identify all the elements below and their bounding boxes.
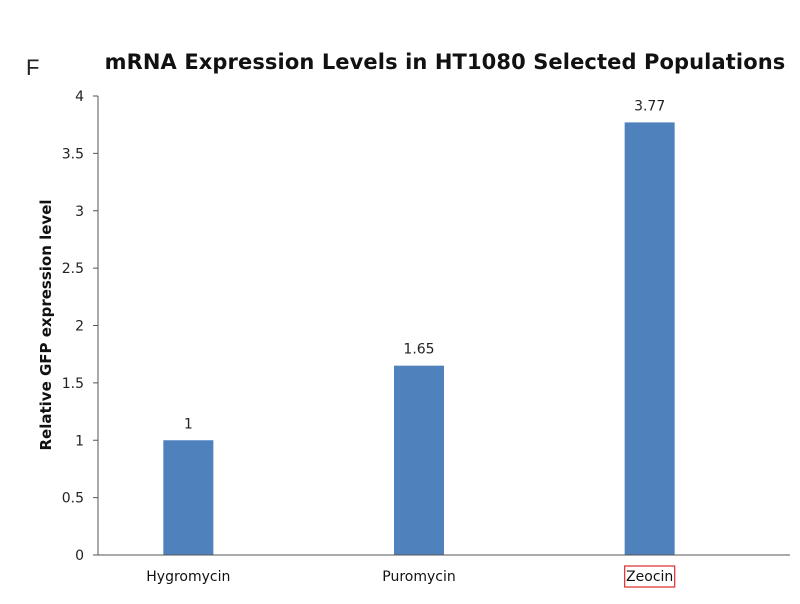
y-tick-label: 3.5: [62, 146, 84, 162]
y-tick-label: 1: [75, 433, 84, 449]
y-tick-label: 4: [75, 89, 84, 105]
data-label: 1.65: [403, 342, 434, 358]
panel-label: F: [26, 55, 40, 80]
data-label: 1: [184, 416, 193, 432]
y-tick-label: 1.5: [62, 376, 84, 392]
bars: 1 1.65 3.77: [163, 98, 675, 555]
y-tick-label: 3: [75, 204, 84, 220]
chart-title: mRNA Expression Levels in HT1080 Selecte…: [104, 50, 786, 74]
x-tick-label: Zeocin: [626, 569, 673, 585]
x-axis: Hygromycin Puromycin Zeocin: [98, 554, 790, 588]
bar-puromycin: [394, 365, 444, 555]
data-label: 3.77: [634, 98, 665, 114]
bar-zeocin: [624, 122, 675, 555]
y-tick-label: 0.5: [62, 491, 84, 507]
y-tick-label: 2: [75, 319, 84, 335]
y-axis: 0 0.5 1 1.5 2 2.5 3 3.5 4: [62, 89, 99, 564]
y-tick-label: 2.5: [62, 261, 84, 277]
bar-hygromycin: [163, 440, 214, 555]
x-tick-label: Puromycin: [382, 569, 455, 585]
highlight-box: [624, 565, 676, 588]
y-tick-label: 0: [75, 548, 84, 564]
x-tick-label: Hygromycin: [146, 569, 230, 585]
